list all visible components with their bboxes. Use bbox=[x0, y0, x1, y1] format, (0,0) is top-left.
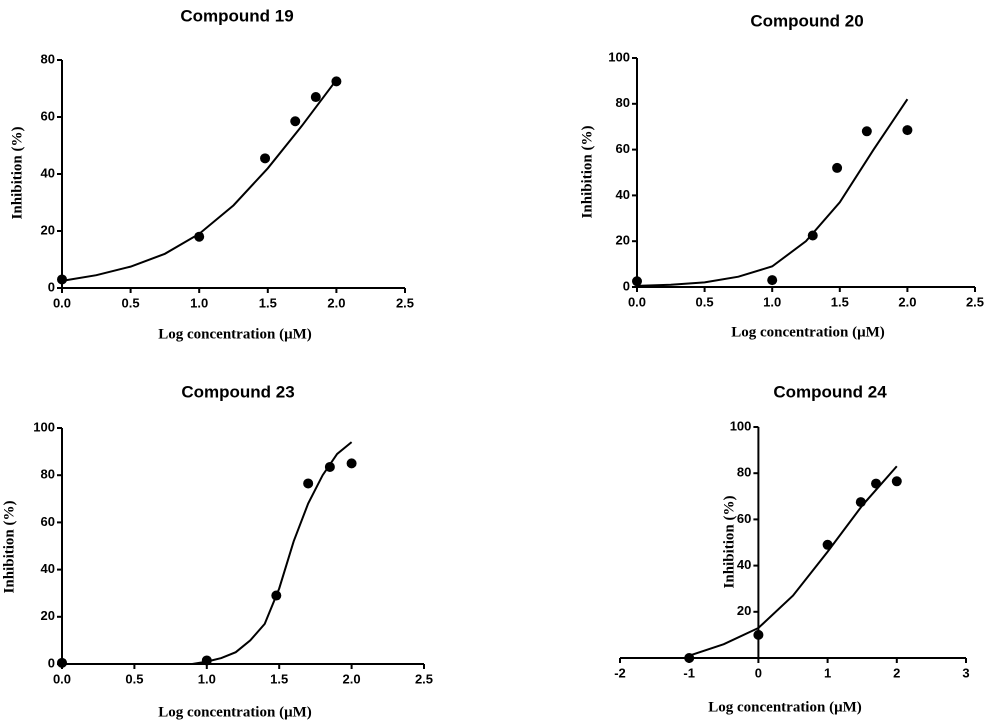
data-point bbox=[861, 126, 872, 137]
y-tick-label: 40 bbox=[737, 557, 751, 572]
x-tick-label: 2.5 bbox=[415, 671, 433, 686]
x-tick-label: 1.0 bbox=[190, 295, 208, 310]
data-point bbox=[303, 478, 314, 489]
data-point bbox=[290, 116, 301, 127]
data-point bbox=[57, 657, 67, 668]
fit-curve bbox=[62, 441, 353, 665]
chart-panel: Compound 19 Log concentration (μM) Inhibit… bbox=[9, 6, 414, 342]
data-point bbox=[57, 274, 67, 285]
x-tick-label: 2.0 bbox=[343, 671, 361, 686]
x-tick-label: 0.0 bbox=[628, 294, 646, 309]
x-tick-label: 0.0 bbox=[53, 295, 71, 310]
y-tick-label: 80 bbox=[616, 95, 630, 110]
data-point bbox=[271, 590, 282, 601]
y-axis-label: Inhibition (%) bbox=[1, 501, 17, 594]
data-point bbox=[891, 476, 902, 487]
y-tick-label: 60 bbox=[41, 108, 55, 123]
data-point bbox=[331, 76, 342, 87]
y-tick-label: 0 bbox=[48, 279, 55, 294]
x-tick-label: 1.5 bbox=[270, 671, 288, 686]
y-tick-label: 80 bbox=[41, 467, 55, 482]
y-tick-label: 20 bbox=[41, 222, 55, 237]
data-point bbox=[767, 275, 778, 286]
data-point bbox=[832, 162, 843, 173]
data-point bbox=[260, 153, 271, 164]
y-tick-label: 20 bbox=[41, 608, 55, 623]
chart-panel: Compound 24 Log concentration (μM) Inhibit… bbox=[614, 382, 969, 715]
fit-curve bbox=[636, 98, 909, 287]
x-axis-label: Log concentration (μM) bbox=[708, 699, 861, 715]
x-tick-label: 2.0 bbox=[898, 294, 916, 309]
data-point bbox=[201, 655, 212, 666]
x-axis-label: Log concentration (μM) bbox=[158, 326, 311, 342]
chart-title: Compound 23 bbox=[181, 382, 294, 401]
data-point bbox=[902, 125, 913, 136]
data-point bbox=[346, 458, 357, 469]
x-tick-label: -2 bbox=[614, 665, 626, 680]
y-tick-label: 100 bbox=[730, 418, 752, 433]
x-tick-label: 1.5 bbox=[831, 294, 849, 309]
data-point bbox=[632, 276, 642, 287]
y-axis-label: Inhibition (%) bbox=[9, 127, 25, 220]
data-point bbox=[871, 478, 882, 489]
y-tick-label: 40 bbox=[41, 561, 55, 576]
chart-panel: Compound 20 Log concentration (μM) Inhibit… bbox=[579, 11, 984, 340]
x-tick-label: 1.0 bbox=[198, 671, 216, 686]
x-tick-label: 2.0 bbox=[327, 295, 345, 310]
x-tick-label: 0 bbox=[755, 665, 762, 680]
x-tick-label: 2 bbox=[893, 665, 900, 680]
data-point bbox=[324, 461, 335, 472]
data-point bbox=[822, 539, 833, 550]
x-tick-label: 0.5 bbox=[122, 295, 140, 310]
y-axis-label: Inhibition (%) bbox=[721, 496, 737, 589]
x-tick-label: 0.0 bbox=[53, 671, 71, 686]
x-axis-label: Log concentration (μM) bbox=[158, 704, 311, 720]
data-point bbox=[684, 653, 695, 663]
y-tick-label: 100 bbox=[608, 49, 630, 64]
data-point bbox=[310, 92, 321, 103]
x-tick-label: 3 bbox=[962, 665, 969, 680]
x-tick-label: 1.5 bbox=[259, 295, 277, 310]
chart-title: Compound 19 bbox=[180, 6, 293, 25]
x-tick-label: 2.5 bbox=[396, 295, 414, 310]
y-tick-label: 0 bbox=[623, 278, 630, 293]
y-tick-label: 40 bbox=[616, 187, 630, 202]
y-tick-label: 80 bbox=[737, 465, 751, 480]
fit-curve bbox=[61, 79, 338, 282]
y-tick-label: 20 bbox=[737, 603, 751, 618]
data-point bbox=[194, 231, 205, 242]
y-tick-label: 60 bbox=[737, 511, 751, 526]
data-point bbox=[753, 629, 764, 640]
y-tick-label: 60 bbox=[41, 514, 55, 529]
y-tick-label: 40 bbox=[41, 165, 55, 180]
fit-curve bbox=[688, 465, 898, 657]
chart-title: Compound 24 bbox=[773, 382, 887, 401]
y-tick-label: 0 bbox=[48, 655, 55, 670]
chart-panel: Compound 23 Log concentration (μM) Inhibit… bbox=[1, 382, 433, 720]
x-tick-label: 0.5 bbox=[125, 671, 143, 686]
y-tick-label: 80 bbox=[41, 51, 55, 66]
y-axis-label: Inhibition (%) bbox=[579, 126, 595, 219]
x-tick-label: 1.0 bbox=[763, 294, 781, 309]
data-point bbox=[855, 497, 866, 508]
y-tick-label: 100 bbox=[33, 419, 55, 434]
data-point bbox=[807, 230, 818, 241]
x-tick-label: -1 bbox=[683, 665, 695, 680]
x-tick-label: 0.5 bbox=[696, 294, 714, 309]
chart-title: Compound 20 bbox=[750, 11, 863, 30]
x-tick-label: 2.5 bbox=[966, 294, 984, 309]
x-tick-label: 1 bbox=[824, 665, 831, 680]
y-tick-label: 20 bbox=[616, 233, 630, 248]
y-tick-label: 60 bbox=[616, 141, 630, 156]
x-axis-label: Log concentration (μM) bbox=[731, 324, 884, 340]
